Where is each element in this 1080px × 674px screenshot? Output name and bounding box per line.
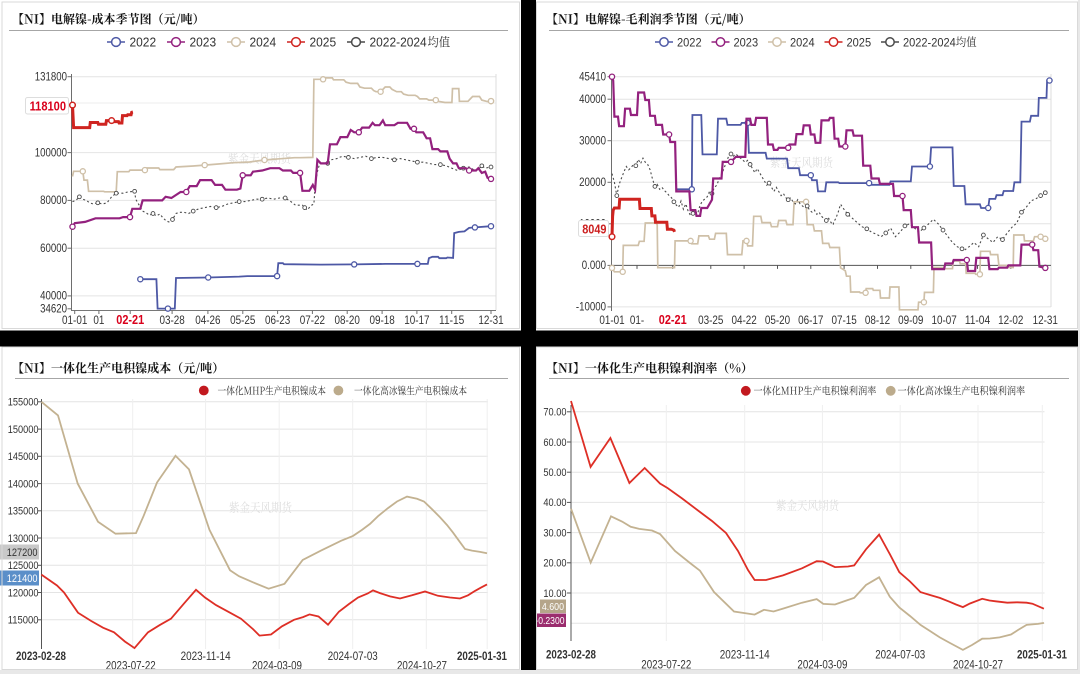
svg-text:2023: 2023 [734, 36, 759, 50]
svg-text:155000: 155000 [8, 397, 39, 409]
svg-text:4.600: 4.600 [542, 601, 564, 613]
svg-text:2024-03-09: 2024-03-09 [797, 660, 847, 672]
svg-text:05-25: 05-25 [230, 315, 255, 327]
svg-text:2022: 2022 [130, 35, 157, 50]
svg-text:2024-07-03: 2024-07-03 [328, 651, 378, 663]
svg-text:06-17: 06-17 [798, 315, 823, 327]
svg-text:100000: 100000 [35, 147, 67, 159]
svg-text:12-31: 12-31 [1033, 315, 1058, 327]
svg-text:02-21: 02-21 [116, 312, 144, 327]
svg-text:2025-01-31: 2025-01-31 [457, 651, 508, 663]
svg-text:08-12: 08-12 [865, 315, 890, 327]
svg-text:02-21: 02-21 [659, 312, 687, 327]
svg-text:2023-07-22: 2023-07-22 [641, 660, 691, 672]
svg-text:125000: 125000 [8, 560, 39, 572]
svg-text:40.00: 40.00 [543, 497, 566, 509]
svg-text:40000: 40000 [579, 94, 606, 106]
svg-text:131800: 131800 [35, 72, 67, 84]
svg-text:80000: 80000 [40, 195, 67, 207]
svg-text:01-01: 01-01 [599, 315, 624, 327]
svg-text:11-04: 11-04 [965, 315, 991, 327]
svg-text:2024-07-03: 2024-07-03 [875, 650, 925, 662]
svg-text:34620: 34620 [40, 304, 67, 316]
svg-text:20.00: 20.00 [543, 558, 566, 570]
svg-text:10-07: 10-07 [931, 315, 956, 327]
svg-text:120000: 120000 [8, 587, 39, 599]
svg-text:07-15: 07-15 [831, 315, 856, 327]
svg-text:2023-02-28: 2023-02-28 [546, 650, 597, 662]
svg-text:01-01: 01-01 [62, 315, 87, 327]
svg-text:10-17: 10-17 [404, 315, 429, 327]
svg-text:2025-01-31: 2025-01-31 [1017, 650, 1068, 662]
svg-text:2022-2024: 2022-2024 [903, 36, 956, 50]
svg-text:04-26: 04-26 [195, 315, 220, 327]
svg-text:11-15: 11-15 [439, 315, 464, 327]
svg-text:2025: 2025 [847, 36, 872, 50]
svg-text:03-28: 03-28 [159, 315, 184, 327]
svg-text:30000: 30000 [579, 136, 606, 148]
svg-text:130000: 130000 [8, 533, 39, 545]
svg-text:121400: 121400 [7, 573, 38, 585]
svg-text:2023-11-14: 2023-11-14 [720, 650, 771, 662]
svg-text:8049: 8049 [582, 222, 606, 237]
svg-text:2023-02-28: 2023-02-28 [16, 651, 67, 663]
svg-text:118100: 118100 [30, 98, 66, 113]
svg-text:60.00: 60.00 [543, 437, 566, 449]
svg-text:09-18: 09-18 [369, 315, 394, 327]
svg-text:01-: 01- [630, 315, 644, 327]
svg-text:50.00: 50.00 [543, 467, 566, 479]
svg-text:2024: 2024 [250, 35, 277, 50]
svg-text:-0.2300: -0.2300 [535, 616, 564, 627]
svg-text:140000: 140000 [8, 478, 39, 490]
svg-text:07-22: 07-22 [300, 315, 325, 327]
svg-text:2023-11-14: 2023-11-14 [181, 651, 232, 663]
svg-text:150000: 150000 [8, 424, 39, 436]
svg-text:145000: 145000 [8, 451, 39, 463]
svg-text:12-31: 12-31 [478, 315, 503, 327]
svg-text:-10000: -10000 [576, 302, 606, 314]
svg-text:12-02: 12-02 [998, 315, 1023, 327]
svg-text:20000: 20000 [579, 177, 606, 189]
svg-text:2024-10-27: 2024-10-27 [953, 660, 1003, 672]
svg-text:127200: 127200 [7, 547, 38, 559]
svg-text:06-23: 06-23 [265, 315, 290, 327]
svg-text:10.00: 10.00 [543, 588, 566, 600]
svg-text:2022-2024: 2022-2024 [370, 35, 427, 50]
svg-text:2023: 2023 [190, 35, 217, 50]
svg-text:45410: 45410 [579, 72, 606, 84]
svg-text:01: 01 [93, 315, 104, 327]
svg-text:04-22: 04-22 [731, 315, 756, 327]
svg-text:40000: 40000 [40, 291, 67, 303]
svg-text:30.00: 30.00 [543, 527, 566, 539]
svg-text:09-09: 09-09 [898, 315, 923, 327]
svg-text:135000: 135000 [8, 506, 39, 518]
svg-text:2024: 2024 [790, 36, 815, 50]
svg-text:2022: 2022 [677, 36, 702, 50]
svg-text:70.00: 70.00 [543, 407, 566, 419]
svg-text:0.000: 0.000 [582, 260, 606, 272]
svg-text:60000: 60000 [40, 243, 67, 255]
svg-text:115000: 115000 [8, 615, 39, 627]
svg-text:05-20: 05-20 [765, 315, 790, 327]
svg-text:03-25: 03-25 [698, 315, 723, 327]
svg-text:08-20: 08-20 [335, 315, 360, 327]
svg-text:2025: 2025 [310, 35, 337, 50]
